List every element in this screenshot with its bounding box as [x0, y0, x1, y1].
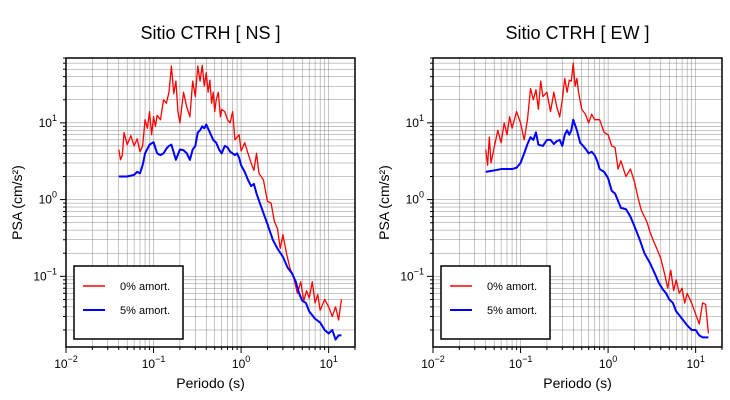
- x-tick-base: 10: [142, 357, 156, 371]
- x-tick-base: 10: [54, 357, 68, 371]
- x-tick-label: 10−1: [509, 354, 533, 371]
- y-tick-exponent: 0: [52, 190, 57, 200]
- y-tick-label: 10−1: [33, 266, 57, 283]
- series-line-blue: [485, 118, 709, 339]
- x-tick-label: 10−2: [54, 354, 78, 371]
- y-tick-base: 10: [406, 193, 420, 207]
- y-tick-exponent: −1: [47, 266, 57, 276]
- legend-label: 0% amort.: [120, 281, 170, 293]
- y-tick-exponent: 0: [419, 190, 424, 200]
- y-tick-label: 10−1: [400, 266, 424, 283]
- series-line-blue: [118, 123, 342, 341]
- y-tick-label: 100: [406, 190, 424, 207]
- x-tick-base: 10: [421, 357, 435, 371]
- y-tick-exponent: 1: [52, 113, 57, 123]
- x-tick-base: 10: [686, 357, 700, 371]
- chart-title: Sitio CTRH [ NS ]: [140, 23, 280, 43]
- tick-marks: [60, 57, 356, 353]
- x-tick-base: 10: [509, 357, 523, 371]
- y-tick-exponent: −1: [414, 266, 424, 276]
- y-tick-base: 10: [39, 116, 53, 130]
- plot-frame: [432, 57, 723, 348]
- legend-label: 0% amort.: [487, 281, 537, 293]
- x-tick-label: 100: [232, 354, 250, 371]
- y-tick-base: 10: [39, 193, 53, 207]
- y-tick-label: 101: [39, 113, 57, 130]
- x-tick-exponent: 1: [333, 354, 338, 364]
- y-tick-base: 10: [33, 269, 47, 283]
- series-line-red: [485, 62, 710, 334]
- y-axis-label: PSA (cm/s²): [9, 165, 25, 240]
- legend-box: [73, 265, 184, 340]
- legend: 0% amort. 5% amort.: [73, 265, 184, 340]
- legend-label: 5% amort.: [487, 305, 537, 317]
- y-axis-label: PSA (cm/s²): [376, 165, 392, 240]
- chart-title: Sitio CTRH [ EW ]: [505, 23, 649, 43]
- x-tick-base: 10: [232, 357, 246, 371]
- x-tick-exponent: −1: [522, 354, 532, 364]
- x-tick-exponent: −2: [435, 354, 445, 364]
- y-tick-base: 10: [406, 116, 420, 130]
- x-tick-label: 10−2: [421, 354, 445, 371]
- y-tick-exponent: 1: [419, 113, 424, 123]
- x-axis-label: Periodo (s): [543, 375, 611, 391]
- legend-label: 5% amort.: [120, 305, 170, 317]
- x-tick-exponent: 1: [700, 354, 705, 364]
- x-tick-label: 100: [599, 354, 617, 371]
- x-tick-exponent: −1: [155, 354, 165, 364]
- tick-marks: [427, 57, 723, 353]
- y-tick-label: 100: [39, 190, 57, 207]
- x-tick-label: 10−1: [142, 354, 166, 371]
- x-axis-label: Periodo (s): [176, 375, 244, 391]
- y-tick-label: 101: [406, 113, 424, 130]
- x-tick-label: 101: [319, 354, 337, 371]
- x-tick-label: 101: [686, 354, 704, 371]
- x-tick-exponent: 0: [612, 354, 617, 364]
- legend-box: [440, 265, 551, 340]
- x-tick-exponent: 0: [245, 354, 250, 364]
- x-tick-exponent: −2: [68, 354, 78, 364]
- y-tick-base: 10: [400, 269, 414, 283]
- legend: 0% amort. 5% amort.: [440, 265, 551, 340]
- plot-frame: [65, 57, 356, 348]
- x-tick-base: 10: [599, 357, 613, 371]
- x-tick-base: 10: [319, 357, 333, 371]
